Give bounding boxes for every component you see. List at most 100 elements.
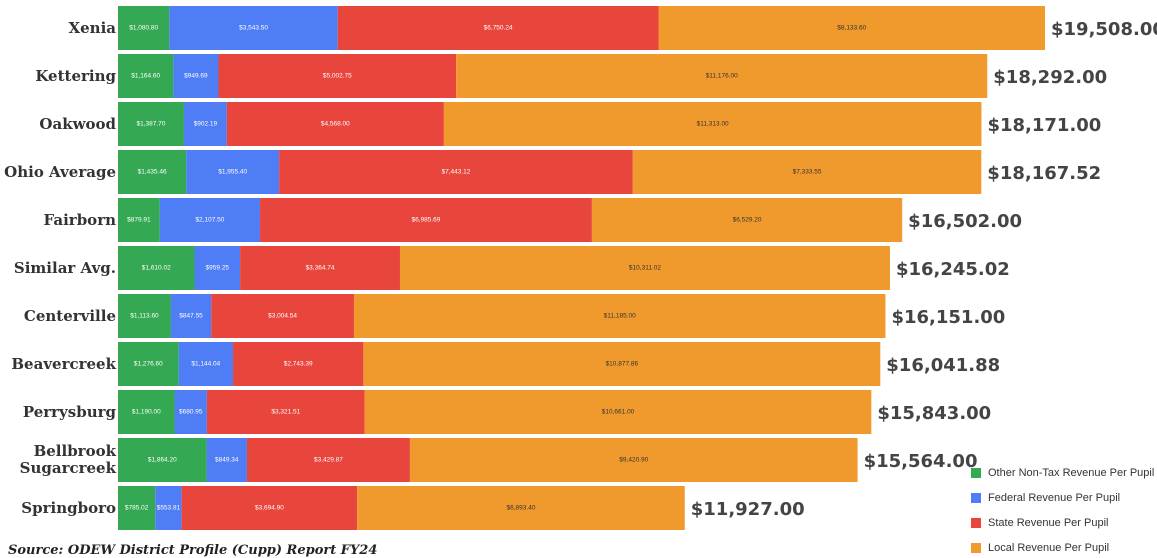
- bar-segment: [194, 246, 241, 290]
- legend-label: Federal Revenue Per Pupil: [988, 492, 1120, 504]
- category-label: Ohio Average: [4, 162, 116, 181]
- category-label: Xenia: [68, 18, 116, 37]
- bar-segment: [206, 438, 247, 482]
- segment-label: $11,313.00: [697, 121, 729, 128]
- legend-label: State Revenue Per Pupil: [988, 517, 1108, 529]
- bar-segment: [118, 54, 174, 98]
- legend-label: Local Revenue Per Pupil: [988, 542, 1109, 554]
- segment-label: $3,543.50: [239, 25, 268, 32]
- category-label: Beavercreek: [11, 354, 116, 373]
- total-label: $15,843.00: [877, 403, 991, 424]
- segment-label: $4,568.00: [321, 121, 350, 128]
- segment-label: $1,113.60: [130, 313, 159, 320]
- segment-label: $847.55: [179, 313, 203, 320]
- bar-segment: [183, 102, 227, 146]
- bar-segment: [118, 246, 195, 290]
- bar-segment: [364, 390, 872, 434]
- bar-segment: [206, 390, 365, 434]
- bar-segment: [155, 486, 182, 530]
- bar-segment: [409, 438, 858, 482]
- segment-label: $1,610.02: [142, 265, 171, 272]
- segment-label: $6,893.40: [507, 505, 536, 512]
- segment-label: $6,985.69: [411, 217, 440, 224]
- category-label: Perrysburg: [22, 402, 116, 421]
- segment-label: $5,002.75: [323, 73, 352, 80]
- bar-segment: [118, 6, 170, 50]
- segment-label: $1,190.00: [132, 409, 161, 416]
- legend-swatch: [971, 468, 981, 478]
- bar-segment: [233, 342, 364, 386]
- bar-segment: [118, 390, 175, 434]
- source-note: Source: ODEW District Profile (Cupp) Rep…: [8, 543, 377, 558]
- bar-segment: [118, 198, 160, 242]
- segment-label: $949.69: [184, 73, 208, 80]
- bar-segment: [173, 54, 219, 98]
- segment-label: $1,864.20: [148, 457, 177, 464]
- category-label: Oakwood: [39, 114, 116, 133]
- segment-label: $3,429.87: [314, 457, 343, 464]
- bar-segment: [159, 198, 260, 242]
- total-label: $18,292.00: [993, 67, 1107, 88]
- segment-label: $1,435.46: [138, 169, 167, 176]
- category-label: Fairborn: [43, 210, 116, 229]
- bar-segment: [226, 102, 444, 146]
- segment-label: $1,387.70: [137, 121, 166, 128]
- total-label: $18,167.52: [987, 163, 1101, 184]
- bar-segment: [591, 198, 903, 242]
- bar-segment: [118, 342, 179, 386]
- bar-segment: [246, 438, 410, 482]
- segment-label: $1,955.40: [218, 169, 247, 176]
- bar-segment: [118, 150, 187, 194]
- bar-segment: [443, 102, 982, 146]
- segment-label: $3,364.74: [306, 265, 335, 272]
- bar-segment: [174, 390, 207, 434]
- total-label: $18,171.00: [987, 115, 1101, 136]
- category-label: Similar Avg.: [13, 258, 116, 277]
- bar-segment: [169, 6, 338, 50]
- bar-segment: [240, 246, 400, 290]
- bar-segment: [118, 438, 207, 482]
- total-label: $16,041.88: [886, 355, 1000, 376]
- bar-segment: [218, 54, 457, 98]
- segment-label: $680.95: [179, 409, 203, 416]
- segment-label: $6,750.24: [484, 25, 513, 32]
- bar-segment: [456, 54, 988, 98]
- total-label: $11,927.00: [691, 499, 805, 520]
- category-label: Centerville: [23, 306, 116, 325]
- bar-segment: [118, 486, 156, 530]
- bar-segment: [337, 6, 659, 50]
- segment-label: $1,276.60: [134, 361, 163, 368]
- total-label: $16,245.02: [896, 259, 1010, 280]
- bar-segment: [357, 486, 685, 530]
- bar-segment: [181, 486, 358, 530]
- segment-label: $1,164.60: [131, 73, 160, 80]
- total-label: $15,564.00: [864, 451, 978, 472]
- segment-label: $553.81: [157, 505, 181, 512]
- legend-swatch: [971, 518, 981, 528]
- segment-label: $2,743.39: [284, 361, 313, 368]
- segment-label: $3,004.54: [268, 313, 297, 320]
- segment-label: $959.25: [206, 265, 230, 272]
- bar-segment: [178, 342, 234, 386]
- segment-label: $11,185.00: [604, 313, 636, 320]
- segment-label: $3,321.51: [271, 409, 300, 416]
- segment-label: $902.19: [194, 121, 218, 128]
- segment-label: $3,694.90: [255, 505, 284, 512]
- bar-segment: [211, 294, 354, 338]
- bar-segment: [363, 342, 881, 386]
- bar-segment: [118, 102, 184, 146]
- segment-label: $10,661.00: [602, 409, 635, 416]
- bar-segment: [658, 6, 1046, 50]
- total-label: $16,502.00: [908, 211, 1022, 232]
- bar-segment: [353, 294, 886, 338]
- bar-segment: [632, 150, 982, 194]
- segment-label: $1,144.04: [191, 361, 220, 368]
- bar-segment: [186, 150, 280, 194]
- segment-label: $8,133.60: [837, 25, 866, 32]
- bar-segment: [259, 198, 592, 242]
- legend-swatch: [971, 493, 981, 503]
- segment-label: $7,333.55: [793, 169, 822, 176]
- category-label: Springboro: [21, 498, 116, 517]
- bar-segment: [118, 294, 171, 338]
- segment-label: $11,176.00: [706, 73, 738, 80]
